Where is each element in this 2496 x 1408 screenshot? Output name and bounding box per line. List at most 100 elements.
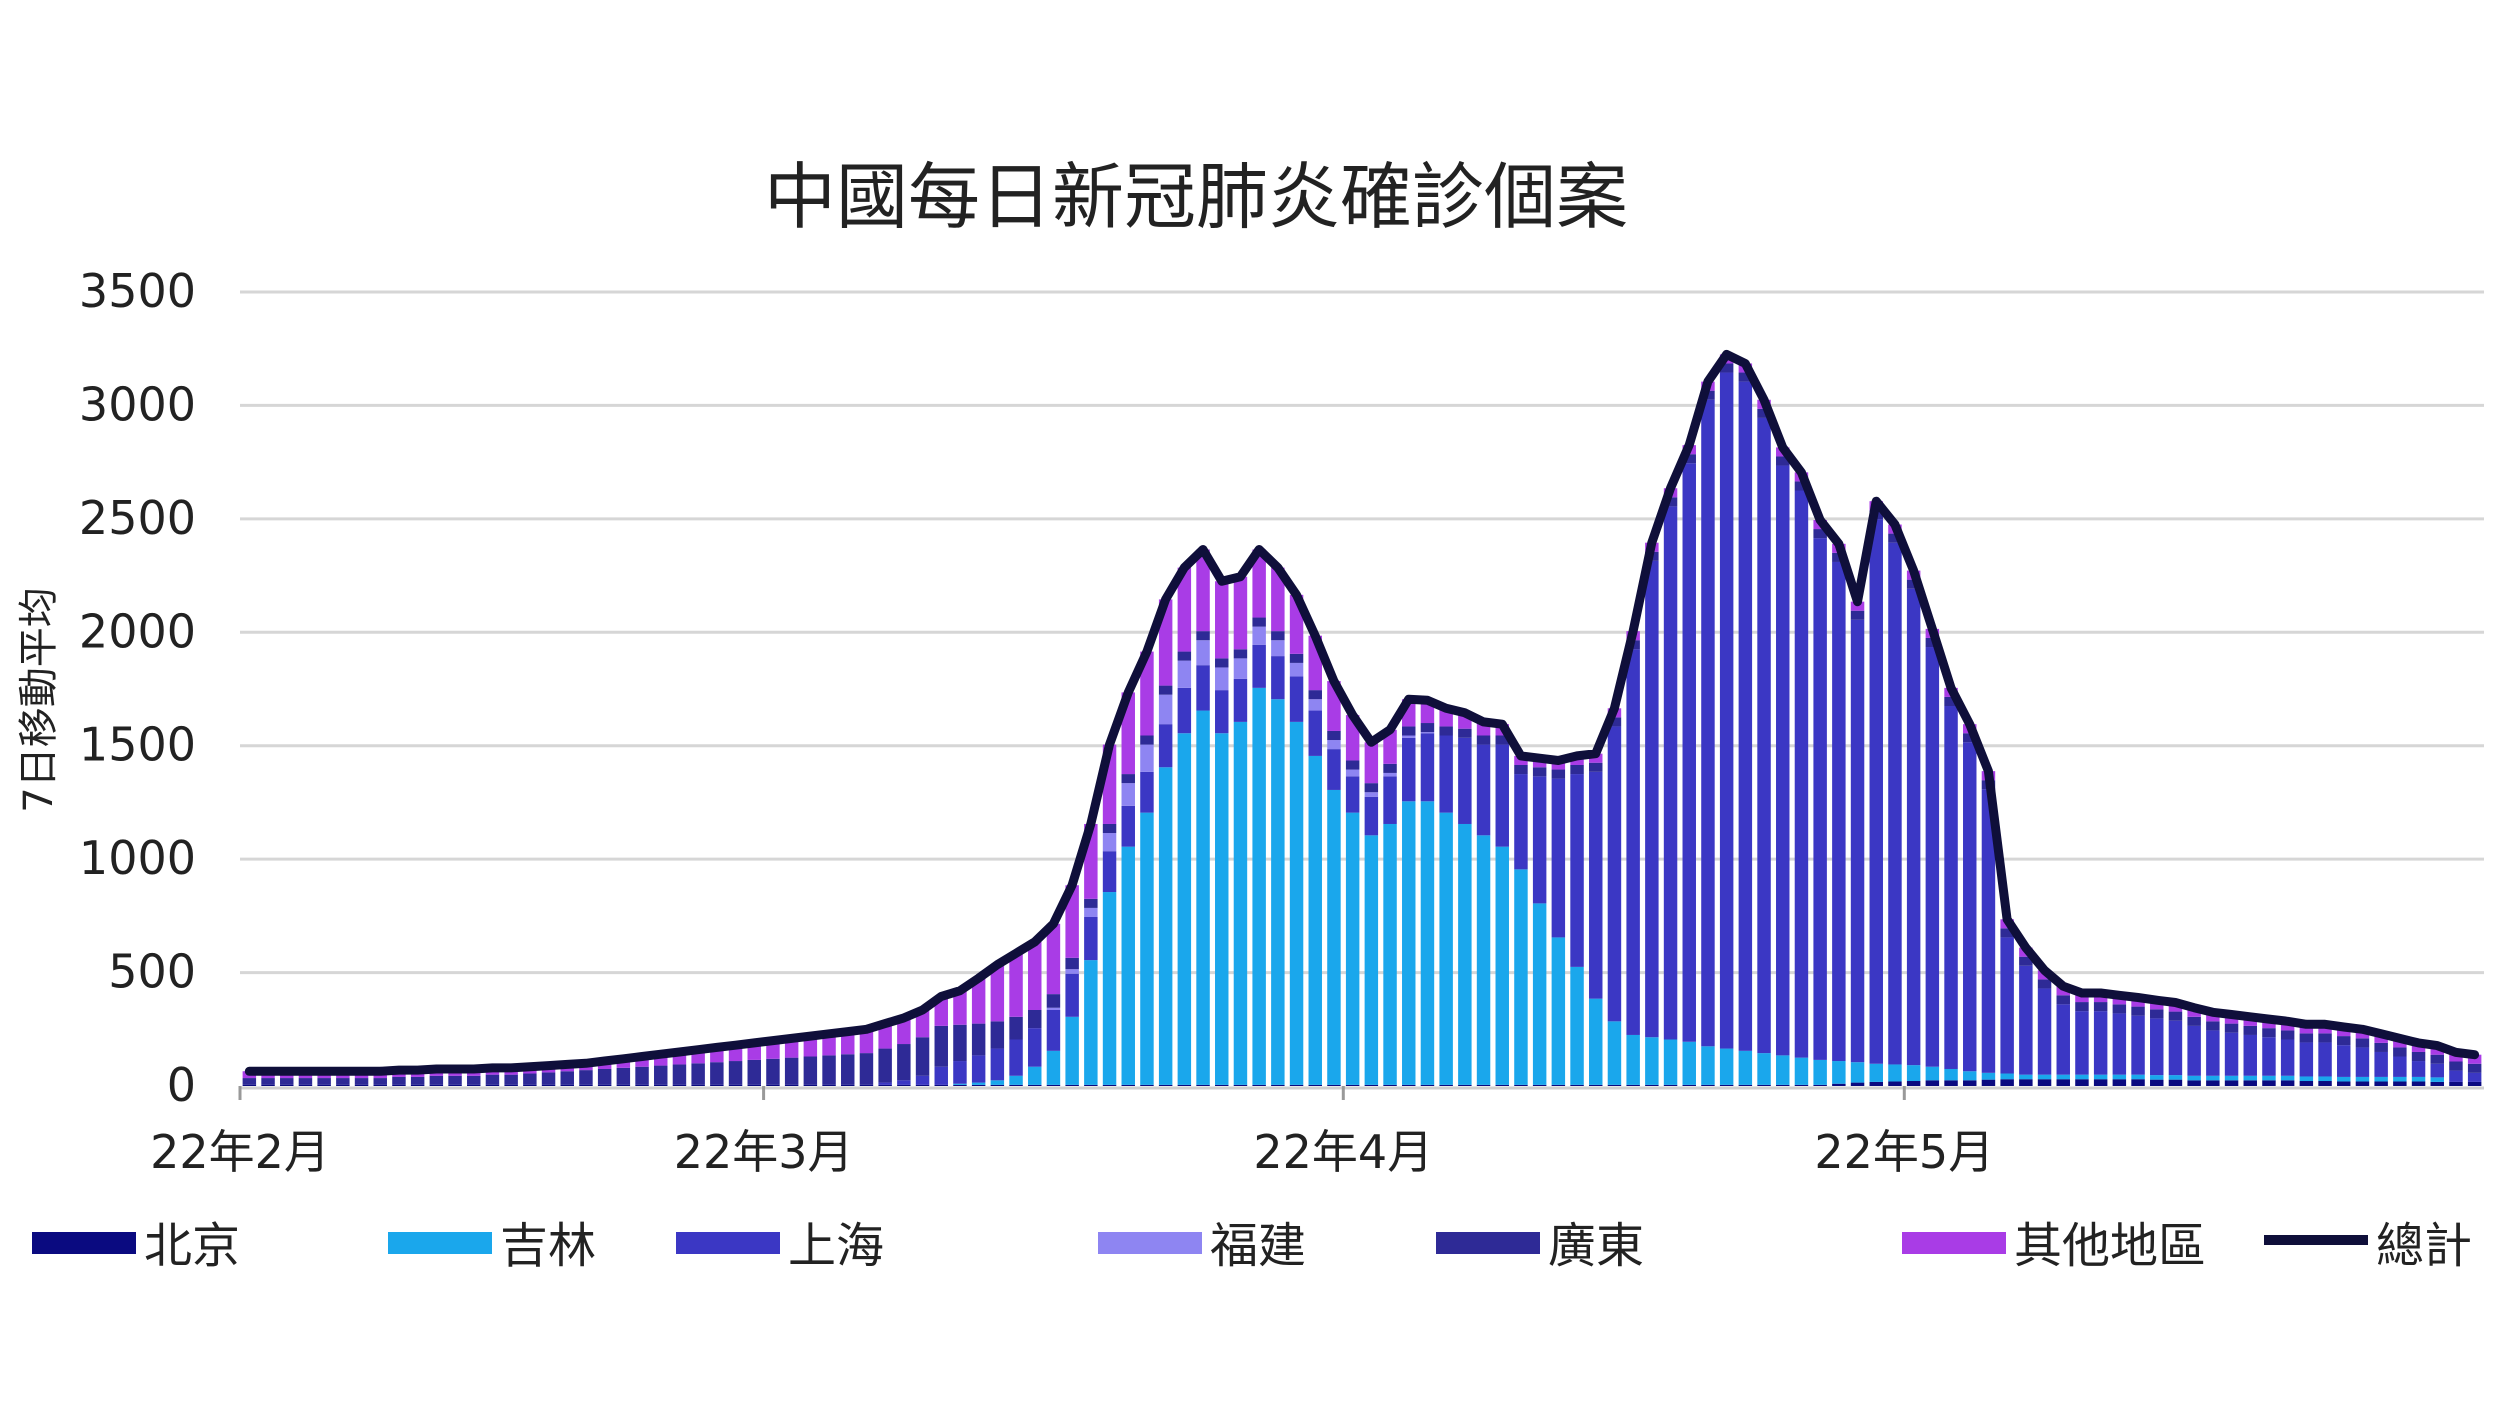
bar-segment — [1813, 1084, 1827, 1086]
bar-segment — [1009, 1084, 1023, 1086]
bar-segment — [1065, 1084, 1079, 1086]
bar-segment — [1065, 973, 1079, 1017]
bar-segment — [2280, 1075, 2295, 1081]
bar-segment — [2224, 1032, 2239, 1076]
bar-segment — [1645, 1084, 1659, 1086]
bar-segment — [971, 1084, 986, 1086]
bar-segment — [635, 1084, 649, 1086]
bar-segment — [1869, 1081, 1883, 1086]
bar-segment — [2449, 1081, 2463, 1086]
bar-segment — [2467, 1081, 2482, 1086]
bar-segment — [354, 1078, 369, 1085]
bar-segment — [2075, 1011, 2089, 1075]
bar-segment — [803, 1056, 818, 1085]
bar-segment — [1719, 1048, 1734, 1085]
bar-segment — [1607, 1084, 1622, 1086]
bar-segment — [2449, 1061, 2463, 1071]
bar-segment — [2430, 1081, 2444, 1086]
bar-segment — [1065, 1016, 1079, 1085]
bar-segment — [1402, 737, 1416, 802]
bar-segment — [2056, 1074, 2070, 1080]
bar-segment — [392, 1076, 406, 1085]
bar-segment — [1458, 728, 1472, 738]
bar-segment — [1944, 1068, 1958, 1081]
bar-segment — [1813, 538, 1827, 1060]
bar-segment — [1420, 733, 1435, 802]
bar-segment — [597, 1084, 612, 1086]
bar-segment — [1158, 767, 1173, 1085]
bar-segment — [1308, 755, 1322, 1085]
bar-segment — [1102, 833, 1117, 852]
bar-segment — [2299, 1042, 2314, 1077]
bar-segment — [1532, 767, 1547, 777]
legend-swatch — [1902, 1232, 2006, 1254]
bar-segment — [1776, 1055, 1790, 1085]
bar-segment — [1626, 649, 1640, 1035]
bar-segment — [2430, 1077, 2444, 1082]
bar-segment — [2337, 1045, 2351, 1077]
bar-segment — [1233, 649, 1248, 659]
bar-segment — [1364, 835, 1379, 1085]
bar-segment — [2299, 1024, 2314, 1034]
bar-segment — [1046, 1084, 1061, 1086]
bar-segment — [392, 1084, 406, 1086]
bar-segment — [2168, 1011, 2183, 1021]
bar-segment — [1888, 533, 1902, 543]
bar-segment — [1289, 676, 1304, 722]
bar-segment — [1963, 733, 1977, 743]
bar-segment — [1009, 953, 1023, 1017]
bar-segment — [803, 1036, 818, 1057]
bar-segment — [1084, 1084, 1098, 1086]
legend: 北京 吉林 上海 福建 廣東 其他地區 總計 — [32, 1218, 2472, 1274]
bar-segment — [1383, 776, 1397, 824]
x-tick-label: 22年3月 — [674, 1125, 854, 1179]
bar-segment — [280, 1084, 294, 1086]
bar-segment — [1140, 651, 1154, 736]
bar-segment — [1439, 812, 1453, 1085]
bar-segment — [2000, 937, 2014, 1074]
bar-segment — [859, 1053, 874, 1085]
bar-segment — [2318, 1033, 2332, 1043]
bar-segment — [317, 1078, 331, 1085]
bar-segment — [2393, 1076, 2407, 1082]
gridlines — [240, 290, 2484, 975]
bar-segment — [841, 1054, 855, 1085]
bar-segment — [1140, 812, 1154, 1085]
bar-segment — [1215, 658, 1229, 668]
bar-segment — [1514, 869, 1528, 1085]
bar-segment — [2206, 1080, 2220, 1086]
bar-segment — [597, 1068, 612, 1085]
bar-segment — [747, 1059, 761, 1085]
bar-segment — [1065, 969, 1079, 974]
bar-segment — [1345, 776, 1360, 813]
bar-segment — [2318, 1081, 2332, 1086]
bar-segment — [878, 1023, 892, 1049]
bar-segment — [2374, 1042, 2388, 1052]
bar-segment — [2093, 1079, 2108, 1086]
y-tick-label: 1000 — [79, 831, 196, 885]
legend-swatch — [32, 1232, 136, 1254]
bar-segment — [1850, 1082, 1865, 1086]
bar-segment — [1925, 1066, 1940, 1081]
bar-segment — [2168, 1020, 2183, 1076]
bar-segment — [1757, 417, 1771, 1054]
bar-segment — [1476, 1084, 1491, 1086]
bar-segment — [1196, 710, 1210, 1085]
bar-segment — [635, 1066, 649, 1085]
bar-segment — [1308, 699, 1322, 711]
legend-swatch — [388, 1232, 492, 1254]
bar-segment — [1028, 1066, 1042, 1085]
bar-segment — [1682, 1041, 1696, 1085]
bar-segment — [1869, 1063, 1883, 1082]
bar-segment — [373, 1078, 387, 1085]
bar-segment — [2262, 1037, 2276, 1076]
bar-segment — [2280, 1030, 2295, 1040]
bar-segment — [915, 1037, 930, 1076]
bar-segment — [2262, 1028, 2276, 1038]
bar-segment — [2150, 1075, 2164, 1080]
bar-segment — [897, 1044, 911, 1081]
bar-segment — [878, 1084, 892, 1086]
bar-segment — [1495, 1084, 1509, 1086]
bar-segment — [2411, 1061, 2426, 1077]
bar-segment — [1233, 678, 1248, 722]
